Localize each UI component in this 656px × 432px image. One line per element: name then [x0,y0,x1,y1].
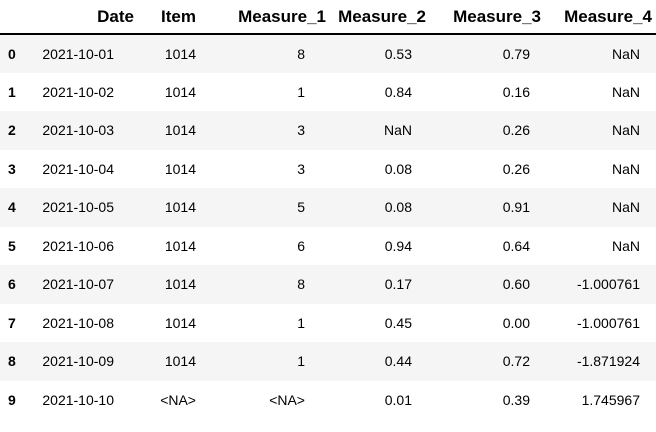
cell: 6 [297,237,305,254]
cell: 2021-10-06 [42,237,114,254]
row-index: 2 [8,122,16,139]
cell: 1014 [164,314,196,331]
cell: 1014 [164,45,196,62]
row-index: 9 [8,391,16,408]
cell: <NA> [160,391,196,408]
cell: 0.39 [502,391,530,408]
cell: 0.45 [384,314,412,331]
cell: 1014 [164,160,196,177]
col-header-date: Date [30,0,138,35]
col-header-measure-1: Measure_1 [200,0,330,35]
cell: 0.79 [502,45,530,62]
cell: NaN [611,199,640,216]
cell: 2021-10-09 [42,353,114,370]
cell: 1 [297,314,305,331]
header-row: Date Item Measure_1 Measure_2 Measure_3 … [0,0,656,35]
cell: 5 [297,199,305,216]
cell: 0.60 [502,276,530,293]
row-index: 7 [8,314,16,331]
table-row: 7 2021-10-08 1014 1 0.45 0.00 -1.000761 [0,303,656,342]
cell: NaN [611,45,640,62]
row-index: 6 [8,276,16,293]
table-row: 1 2021-10-02 1014 1 0.84 0.16 NaN [0,72,656,111]
cell: 0.00 [502,314,530,331]
cell: 2021-10-10 [42,391,114,408]
table-row: 4 2021-10-05 1014 5 0.08 0.91 NaN [0,188,656,227]
cell: 1014 [164,237,196,254]
cell: <NA> [269,391,305,408]
cell: 1014 [164,276,196,293]
cell: 0.26 [502,122,530,139]
cell: 2021-10-02 [42,83,114,100]
cell: 1014 [164,199,196,216]
cell: 0.72 [502,353,530,370]
cell: 0.53 [384,45,412,62]
cell: 2021-10-01 [42,45,114,62]
cell: 1 [297,83,305,100]
cell: 0.17 [384,276,412,293]
table-row: 0 2021-10-01 1014 8 0.53 0.79 NaN [0,34,656,73]
cell: 1014 [164,122,196,139]
dataframe-table: Date Item Measure_1 Measure_2 Measure_3 … [0,0,656,419]
cell: 2021-10-04 [42,160,114,177]
cell: 1014 [164,353,196,370]
table-row: 8 2021-10-09 1014 1 0.44 0.72 -1.871924 [0,342,656,381]
col-header-item: Item [138,0,200,35]
cell: 0.16 [502,83,530,100]
table-row: 5 2021-10-06 1014 6 0.94 0.64 NaN [0,226,656,265]
cell: 8 [297,276,305,293]
cell: 0.91 [502,199,530,216]
row-index: 8 [8,353,16,370]
col-header-measure-4: Measure_4 [545,0,656,35]
row-index: 5 [8,237,16,254]
table-row: 9 2021-10-10 <NA> <NA> 0.01 0.39 1.745967 [0,380,656,419]
cell: 2021-10-08 [42,314,114,331]
cell: 0.44 [384,353,412,370]
cell: 0.94 [384,237,412,254]
row-index: 3 [8,160,16,177]
cell: -1.871924 [576,353,640,370]
col-header-measure-3: Measure_3 [430,0,545,35]
cell: 3 [297,160,305,177]
cell: 0.26 [502,160,530,177]
cell: 2021-10-03 [42,122,114,139]
cell: NaN [611,160,640,177]
table-body: 0 2021-10-01 1014 8 0.53 0.79 NaN 1 2021-10-02 10… [0,34,656,419]
cell: 8 [297,45,305,62]
table-row: 3 2021-10-04 1014 3 0.08 0.26 NaN [0,149,656,188]
cell: 1014 [164,83,196,100]
cell: -1.000761 [576,276,640,293]
cell: 0.08 [384,199,412,216]
cell: -1.000761 [576,314,640,331]
row-index: 1 [8,83,16,100]
table-row: 6 2021-10-07 1014 8 0.17 0.60 -1.000761 [0,265,656,304]
col-header-index [0,0,30,35]
cell: 0.01 [384,391,412,408]
cell: 0.08 [384,160,412,177]
cell: NaN [611,83,640,100]
cell: 1.745967 [581,391,640,408]
cell: 0.84 [384,83,412,100]
cell: NaN [611,237,640,254]
cell: 1 [297,353,305,370]
cell: 2021-10-07 [42,276,114,293]
cell: 2021-10-05 [42,199,114,216]
row-index: 0 [8,45,16,62]
cell: 3 [297,122,305,139]
table-row: 2 2021-10-03 1014 3 NaN 0.26 NaN [0,111,656,150]
cell: NaN [611,122,640,139]
row-index: 4 [8,199,16,216]
cell: 0.64 [502,237,530,254]
cell: NaN [383,122,412,139]
col-header-measure-2: Measure_2 [330,0,430,35]
